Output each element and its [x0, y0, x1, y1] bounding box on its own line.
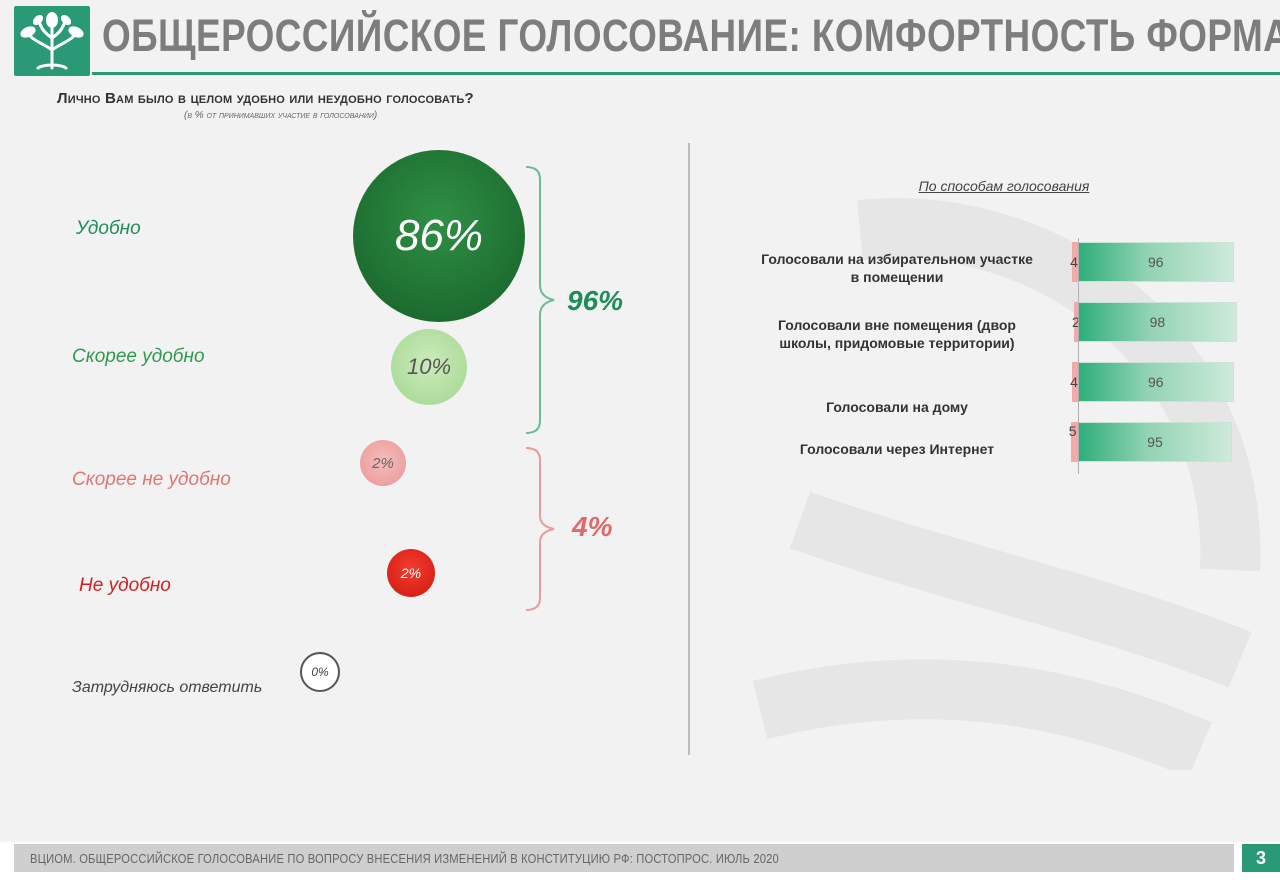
bar-negative-label: 4 — [1070, 254, 1078, 270]
page-title: ОБЩЕРОССИЙСКОЕ ГОЛОСОВАНИЕ: КОМФОРТНОСТЬ… — [102, 10, 1280, 61]
bubble-udobno: 86% — [353, 150, 525, 322]
group-label-positive: 96% — [567, 285, 624, 316]
method-label: Голосовали на дому — [826, 399, 968, 415]
group-brace-negative — [525, 447, 555, 611]
footer-bar — [14, 844, 1234, 872]
header-rule — [92, 72, 1280, 75]
bar-negative-label: 4 — [1070, 374, 1078, 390]
method-label: Голосовали на избирательном участке в по… — [761, 251, 1033, 285]
method-label: Голосовали вне помещения (двор школы, пр… — [778, 317, 1016, 351]
group-brace-positive — [525, 166, 555, 434]
bar-positive-segment: 96 — [1078, 242, 1234, 282]
bar-negative-segment — [1074, 302, 1078, 342]
bubble-value-label: 2% — [372, 454, 394, 472]
bar-negative-label: 2 — [1072, 314, 1080, 330]
bar-positive-segment: 95 — [1078, 422, 1232, 462]
tree-logo — [14, 6, 90, 76]
bar-negative-segment — [1072, 362, 1078, 402]
bar-positive-segment: 96 — [1078, 362, 1234, 402]
bar-positive-segment: 98 — [1078, 302, 1237, 342]
bubble-value-label: 10% — [406, 354, 452, 379]
bubble-skoree-ne-udobno: 2% — [360, 440, 406, 486]
category-label: Скорее не удобно — [72, 469, 231, 490]
group-label-negative: 4% — [572, 511, 613, 542]
method-label: Голосовали через Интернет — [799, 441, 995, 457]
category-label: Не удобно — [79, 575, 171, 596]
bar-negative-label: 5 — [1068, 423, 1077, 439]
methods-chart-title: По способам голосования — [918, 178, 1090, 194]
page-number: 3 — [1242, 844, 1280, 872]
bubble-value-label: 86% — [394, 211, 484, 260]
category-label: Скорее удобно — [72, 346, 205, 367]
category-label: Удобно — [76, 218, 141, 239]
bar-axis — [1078, 238, 1079, 474]
header: ОБЩЕРОССИЙСКОЕ ГОЛОСОВАНИЕ: КОМФОРТНОСТЬ… — [0, 0, 1280, 80]
footer-source: ВЦИОМ. ОБЩЕРОССИЙСКОЕ ГОЛОСОВАНИЕ ПО ВОП… — [30, 851, 779, 866]
bar-negative-segment — [1070, 422, 1078, 462]
panel-divider — [688, 143, 690, 755]
bar-negative-segment — [1072, 242, 1078, 282]
bubble-zatrudnyayus: 0% — [300, 652, 340, 692]
bubble-value-label: 0% — [311, 665, 329, 679]
bubble-value-label: 2% — [400, 565, 422, 581]
category-label: Затрудняюсь ответить — [72, 679, 263, 696]
question-text: Лично Вам было в целом удобно или неудоб… — [57, 90, 474, 107]
question-subnote: (в % от принимавших участие в голосовани… — [184, 110, 378, 121]
bubble-skoree-udobno: 10% — [391, 329, 467, 405]
bubble-ne-udobno: 2% — [387, 549, 435, 597]
